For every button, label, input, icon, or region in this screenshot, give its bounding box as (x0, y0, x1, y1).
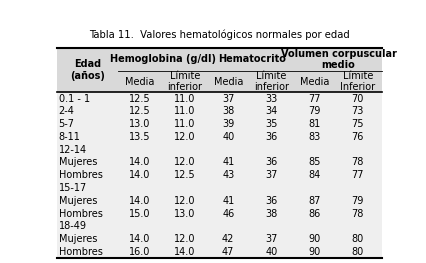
Text: 14.0: 14.0 (129, 196, 150, 206)
Text: 12.5: 12.5 (129, 94, 150, 104)
Text: 16.0: 16.0 (129, 247, 150, 257)
Text: 80: 80 (352, 234, 364, 244)
Text: 41: 41 (222, 158, 234, 168)
Text: 40: 40 (222, 132, 234, 142)
Text: Hemoglobina (g/dl): Hemoglobina (g/dl) (110, 54, 216, 64)
Text: 14.0: 14.0 (129, 234, 150, 244)
Text: Volumen corpuscular
medio: Volumen corpuscular medio (281, 49, 397, 70)
Text: 37: 37 (265, 234, 278, 244)
Text: 12.0: 12.0 (174, 132, 196, 142)
Text: 12.5: 12.5 (129, 107, 150, 117)
Text: 12.5: 12.5 (174, 170, 196, 180)
Text: 37: 37 (265, 170, 278, 180)
Text: 35: 35 (265, 119, 278, 129)
Text: 73: 73 (352, 107, 364, 117)
Text: 13.5: 13.5 (129, 132, 150, 142)
Text: 8-11: 8-11 (58, 132, 81, 142)
Text: Hombres: Hombres (58, 209, 102, 219)
Text: 11.0: 11.0 (174, 94, 196, 104)
Text: 85: 85 (308, 158, 321, 168)
Text: 79: 79 (352, 196, 364, 206)
Text: 38: 38 (265, 209, 278, 219)
Text: 81: 81 (308, 119, 321, 129)
Text: Hombres: Hombres (58, 247, 102, 257)
Text: 70: 70 (352, 94, 364, 104)
Text: 86: 86 (308, 209, 321, 219)
Text: 39: 39 (222, 119, 234, 129)
Text: Mujeres: Mujeres (58, 158, 97, 168)
Text: 11.0: 11.0 (174, 119, 196, 129)
Text: Media: Media (125, 77, 154, 87)
Text: 15-17: 15-17 (58, 183, 87, 193)
Text: 5-7: 5-7 (58, 119, 75, 129)
Text: 84: 84 (308, 170, 321, 180)
Text: Hematocrito: Hematocrito (218, 54, 286, 64)
Text: 38: 38 (222, 107, 234, 117)
Text: Edad
(años): Edad (años) (70, 59, 105, 81)
Text: 2-4: 2-4 (58, 107, 75, 117)
Text: 12.0: 12.0 (174, 158, 196, 168)
Text: 77: 77 (308, 94, 321, 104)
Text: Límite
inferior: Límite inferior (167, 71, 202, 93)
Text: Media: Media (213, 77, 243, 87)
Text: 41: 41 (222, 196, 234, 206)
Text: 11.0: 11.0 (174, 107, 196, 117)
Text: Límite
Inferior: Límite Inferior (340, 71, 375, 93)
Text: 46: 46 (222, 209, 234, 219)
Text: 14.0: 14.0 (129, 170, 150, 180)
Text: 36: 36 (265, 158, 278, 168)
Text: 77: 77 (351, 170, 364, 180)
Text: 12.0: 12.0 (174, 234, 196, 244)
Text: 14.0: 14.0 (174, 247, 196, 257)
Text: 87: 87 (308, 196, 321, 206)
Text: Mujeres: Mujeres (58, 234, 97, 244)
Text: 47: 47 (222, 247, 234, 257)
Text: 83: 83 (308, 132, 321, 142)
Text: 75: 75 (351, 119, 364, 129)
Text: 40: 40 (265, 247, 278, 257)
Text: 80: 80 (352, 247, 364, 257)
Text: 42: 42 (222, 234, 234, 244)
Text: Mujeres: Mujeres (58, 196, 97, 206)
Text: 18-49: 18-49 (58, 221, 86, 231)
Text: Media: Media (300, 77, 329, 87)
Text: 37: 37 (222, 94, 234, 104)
Text: 79: 79 (308, 107, 321, 117)
Text: 76: 76 (352, 132, 364, 142)
Text: 78: 78 (352, 209, 364, 219)
Text: 13.0: 13.0 (129, 119, 150, 129)
Text: 0.1 - 1: 0.1 - 1 (58, 94, 89, 104)
Text: 33: 33 (265, 94, 278, 104)
Text: 12.0: 12.0 (174, 196, 196, 206)
Text: 43: 43 (222, 170, 234, 180)
Text: Límite
inferior: Límite inferior (254, 71, 289, 93)
Text: 14.0: 14.0 (129, 158, 150, 168)
Text: Hombres: Hombres (58, 170, 102, 180)
Text: 36: 36 (265, 132, 278, 142)
Text: 34: 34 (265, 107, 278, 117)
Text: 13.0: 13.0 (174, 209, 196, 219)
Text: 78: 78 (352, 158, 364, 168)
Text: 15.0: 15.0 (129, 209, 150, 219)
Text: 36: 36 (265, 196, 278, 206)
Text: 12-14: 12-14 (58, 145, 86, 155)
Text: Tabla 11.  Valores hematológicos normales por edad: Tabla 11. Valores hematológicos normales… (89, 29, 349, 40)
Text: 90: 90 (308, 247, 321, 257)
Text: 90: 90 (308, 234, 321, 244)
